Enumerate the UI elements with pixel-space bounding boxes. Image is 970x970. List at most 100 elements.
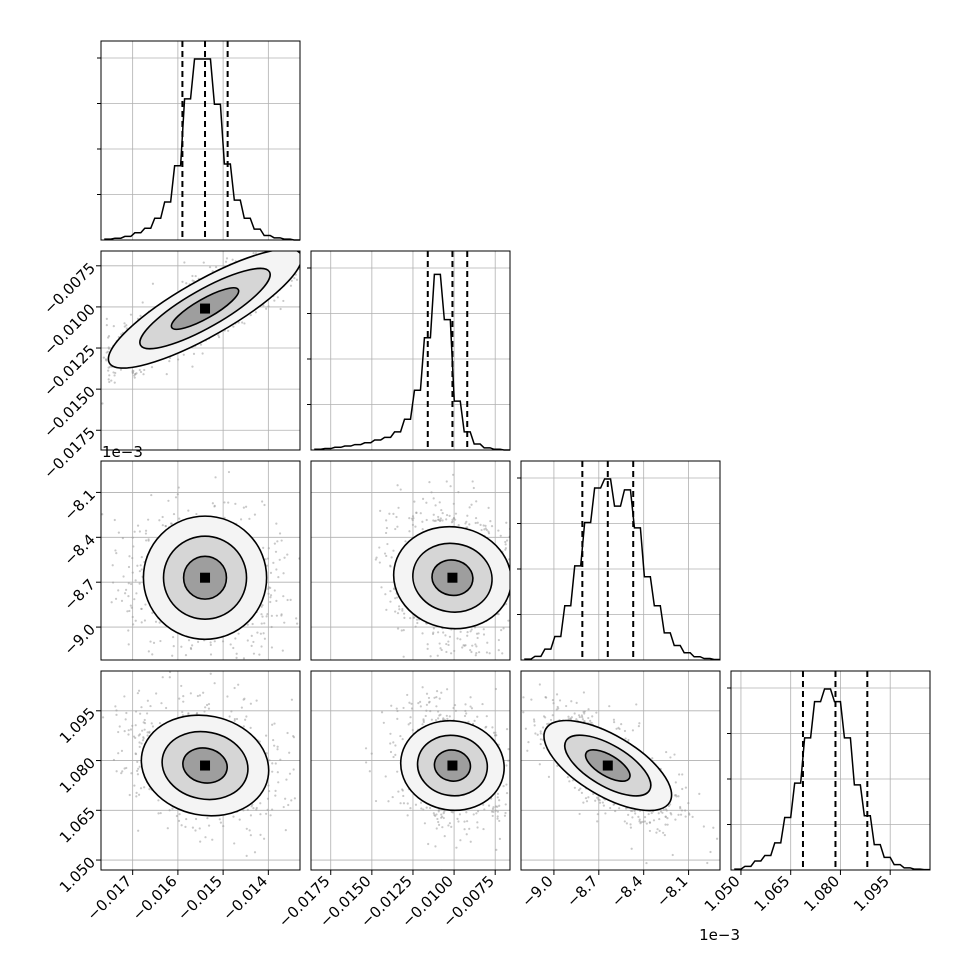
scatter-point — [415, 511, 418, 514]
scatter-point — [275, 568, 278, 571]
scatter-point — [662, 831, 665, 834]
scatter-point — [514, 594, 516, 596]
scatter-point — [539, 580, 541, 582]
scatter-point — [289, 248, 291, 250]
scatter-point — [470, 707, 474, 710]
scatter-point — [136, 692, 139, 695]
scatter-point — [638, 722, 641, 725]
scatter-point — [243, 697, 246, 700]
scatter-point — [470, 650, 473, 654]
scatter-point — [419, 801, 423, 804]
scatter-point — [421, 686, 424, 689]
scatter-point — [459, 638, 462, 641]
scatter-point — [637, 815, 640, 818]
scatter-point — [259, 833, 262, 836]
scatter-point — [137, 829, 140, 832]
scatter-point — [389, 564, 392, 567]
scatter-point — [514, 549, 516, 551]
scatter-point — [511, 602, 513, 604]
scatter-point — [446, 688, 449, 691]
scatter-point — [399, 734, 402, 738]
scatter-point — [134, 710, 138, 713]
scatter-point — [445, 518, 448, 521]
scatter-point — [437, 515, 440, 519]
scatter-point — [433, 696, 436, 699]
scatter-point — [161, 524, 164, 527]
scatter-point — [168, 359, 171, 363]
scatter-point — [476, 521, 479, 524]
scatter-point — [115, 552, 118, 555]
scatter-point — [419, 705, 422, 708]
scatter-point — [282, 572, 285, 575]
scatter-point — [209, 653, 213, 656]
scatter-point — [127, 643, 130, 646]
scatter-point — [312, 574, 314, 576]
scatter-point — [143, 368, 146, 372]
scatter-point — [297, 230, 299, 232]
scatter-point — [368, 770, 371, 773]
scatter-point — [485, 725, 488, 728]
scatter-point — [140, 742, 143, 745]
scatter-point — [255, 806, 258, 810]
scatter-point — [456, 637, 459, 640]
scatter-point — [515, 786, 517, 788]
scatter-point — [374, 558, 377, 561]
scatter-point — [283, 621, 286, 624]
scatter-point — [679, 813, 683, 816]
scatter-point — [511, 781, 513, 783]
scatter-point — [249, 814, 253, 817]
scatter-point — [198, 694, 202, 697]
scatter-point — [134, 736, 137, 740]
scatter-point — [471, 480, 474, 483]
scatter-point — [364, 747, 368, 750]
scatter-point — [239, 518, 243, 521]
scatter-point — [246, 808, 249, 811]
scatter-point — [207, 707, 211, 710]
scatter-point — [290, 698, 294, 701]
scatter-point — [123, 767, 126, 770]
scatter-point — [43, 410, 45, 412]
scatter-point — [568, 780, 571, 783]
scatter-point — [415, 618, 419, 621]
scatter-point — [450, 652, 453, 655]
scatter-point — [526, 525, 528, 527]
scatter-point — [122, 575, 125, 578]
scatter-point — [380, 586, 383, 589]
scatter-point — [137, 767, 140, 770]
scatter-point — [136, 524, 140, 527]
scatter-point — [425, 692, 429, 695]
scatter-point — [131, 556, 134, 560]
scatter-point — [643, 820, 647, 823]
scatter-point — [476, 826, 479, 829]
scatter-point — [266, 797, 270, 800]
scatter-point — [293, 246, 295, 248]
scatter-point — [159, 639, 162, 643]
scatter-point — [464, 703, 467, 706]
scatter-point — [505, 783, 508, 786]
scatter-point — [498, 819, 501, 823]
scatter-point — [530, 698, 533, 701]
scatter-point — [301, 242, 303, 244]
scatter-point — [277, 781, 280, 784]
scatter-point — [191, 365, 194, 368]
scatter-point — [421, 723, 424, 726]
panel-content — [364, 686, 517, 870]
scatter-point — [515, 608, 517, 610]
scatter-point — [321, 244, 323, 246]
scatter-point — [507, 759, 510, 762]
axes-frame — [100, 670, 301, 871]
scatter-point — [161, 676, 164, 679]
scatter-point — [294, 233, 296, 235]
scatter-point — [430, 491, 433, 494]
scatter-point — [157, 799, 160, 802]
scatter-point — [406, 802, 409, 805]
scatter-point — [137, 734, 140, 737]
scatter-point — [468, 523, 471, 526]
scatter-point — [262, 632, 265, 635]
scatter-point — [290, 224, 292, 226]
scatter-point — [398, 608, 401, 611]
scatter-point — [202, 691, 205, 694]
scatter-point — [64, 397, 66, 399]
scatter-point — [475, 500, 478, 503]
scatter-point — [137, 793, 141, 796]
